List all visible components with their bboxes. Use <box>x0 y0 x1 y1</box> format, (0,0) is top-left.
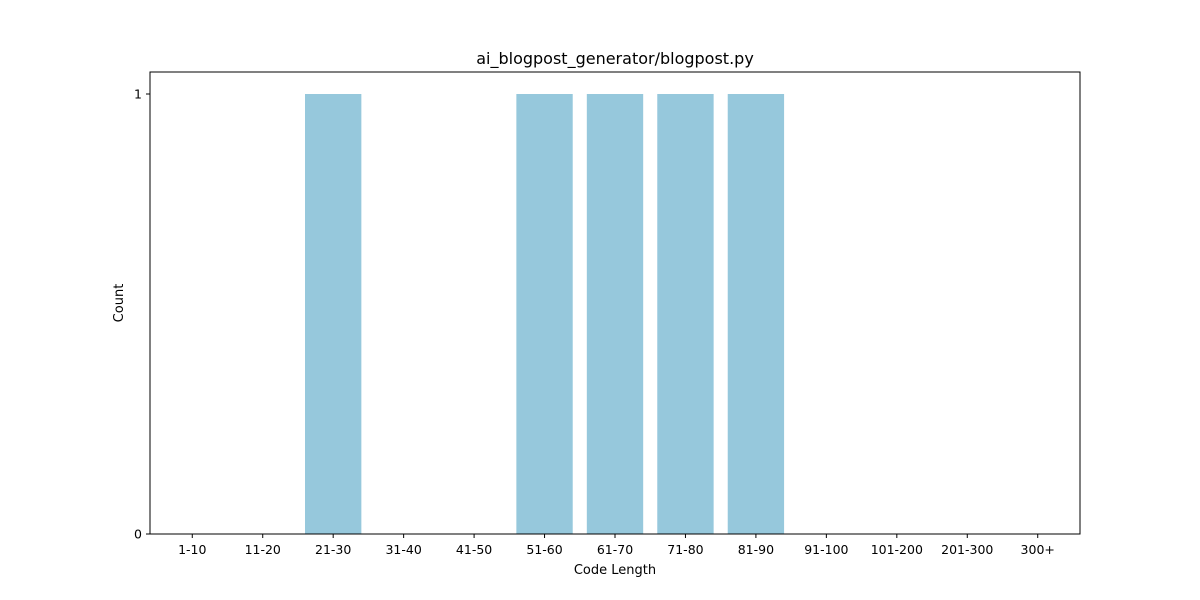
x-tick-label: 81-90 <box>738 542 774 557</box>
x-tick-label: 11-20 <box>245 542 281 557</box>
x-tick-label: 21-30 <box>315 542 351 557</box>
x-axis-label: Code Length <box>574 563 656 578</box>
x-tick-label: 31-40 <box>385 542 421 557</box>
plot-area-frame <box>149 71 1081 535</box>
y-tick-label: 1 <box>134 87 142 102</box>
bar-51-60 <box>516 94 573 534</box>
x-tick-label: 41-50 <box>456 542 492 557</box>
y-axis-ticks: 01 <box>134 87 150 542</box>
x-tick-label: 51-60 <box>526 542 562 557</box>
x-tick-label: 91-100 <box>804 542 848 557</box>
y-axis-label: Count <box>112 284 127 323</box>
bar-71-80 <box>657 94 714 534</box>
bars-group <box>305 94 785 534</box>
x-tick-label: 201-300 <box>941 542 993 557</box>
chart-title: ai_blogpost_generator/blogpost.py <box>476 49 754 69</box>
y-tick-label: 0 <box>134 527 142 542</box>
bar-21-30 <box>305 94 362 534</box>
bar-61-70 <box>586 94 644 534</box>
x-tick-label: 61-70 <box>597 542 633 557</box>
x-tick-label: 101-200 <box>871 542 923 557</box>
bar-81-90 <box>727 94 785 534</box>
x-tick-label: 300+ <box>1021 542 1055 557</box>
x-tick-label: 1-10 <box>178 542 206 557</box>
x-tick-label: 71-80 <box>667 542 703 557</box>
x-axis-ticks: 1-10 11-20 21-30 31-40 41-50 51-60 61-70 71-80 8… <box>178 534 1055 557</box>
